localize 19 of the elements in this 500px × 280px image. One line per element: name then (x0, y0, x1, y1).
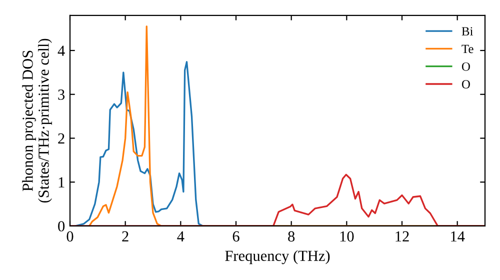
y-tick-label: 0 (58, 221, 65, 232)
y-tick-label: 2 (58, 133, 64, 144)
x-tick-label: 10 (340, 231, 354, 242)
legend-label: Te (462, 44, 474, 54)
x-tick-label: 4 (177, 231, 184, 242)
x-axis-title: Frequency (THz) (225, 250, 330, 264)
x-tick-label: 2 (122, 231, 128, 242)
x-tick-label: 8 (288, 231, 295, 242)
y-tick-label: 4 (58, 46, 65, 56)
legend-label: Bi (462, 27, 474, 36)
x-tick-label: 12 (396, 231, 409, 242)
y-axis-title: Phonon projected DOS (States/THz·primitive cell) (22, 38, 52, 203)
x-tick-label: 14 (451, 231, 465, 242)
legend-label: O (462, 80, 470, 89)
x-tick-label: 6 (232, 231, 240, 242)
y-tick-label: 3 (58, 90, 65, 100)
x-tick-label: 0 (66, 231, 74, 242)
y-tick-label: 1 (58, 177, 64, 188)
legend-label: O (462, 62, 470, 71)
